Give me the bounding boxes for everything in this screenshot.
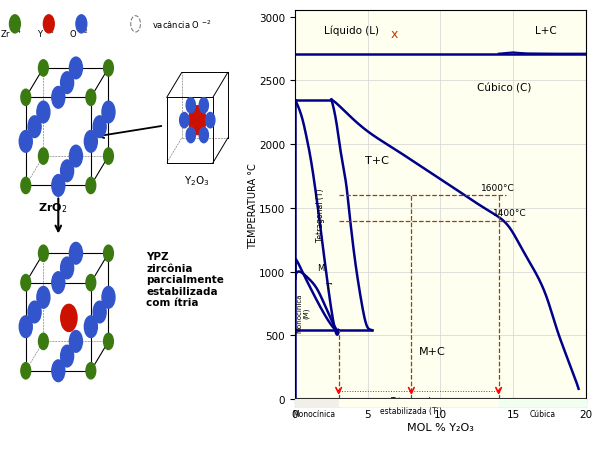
Text: Y$_2$O$_3$: Y$_2$O$_3$	[184, 174, 210, 188]
X-axis label: MOL % Y₂O₃: MOL % Y₂O₃	[407, 422, 474, 432]
Text: O $^{-2}$: O $^{-2}$	[69, 28, 88, 40]
Circle shape	[52, 272, 65, 294]
Circle shape	[37, 287, 50, 308]
Text: L+C: L+C	[535, 26, 557, 36]
Circle shape	[21, 178, 30, 194]
Text: Cúbico (C): Cúbico (C)	[477, 83, 531, 93]
Circle shape	[61, 73, 74, 94]
Circle shape	[52, 87, 65, 109]
Text: 1600°C: 1600°C	[481, 184, 515, 193]
Circle shape	[19, 131, 32, 153]
Circle shape	[61, 345, 74, 367]
Text: Monocínica: Monocínica	[293, 409, 336, 418]
Circle shape	[69, 58, 82, 79]
Circle shape	[186, 128, 195, 143]
Circle shape	[61, 161, 74, 182]
Text: M+C: M+C	[418, 347, 445, 357]
Circle shape	[28, 302, 41, 323]
Circle shape	[39, 334, 48, 350]
Text: Zr $^{+4}$: Zr $^{+4}$	[0, 28, 22, 40]
Circle shape	[86, 178, 96, 194]
Circle shape	[85, 131, 97, 153]
Circle shape	[85, 316, 97, 338]
Circle shape	[44, 16, 54, 34]
Text: T+C: T+C	[365, 156, 389, 166]
Circle shape	[199, 128, 209, 143]
Circle shape	[21, 90, 30, 106]
Circle shape	[86, 275, 96, 291]
Y-axis label: TEMPERATURA °C: TEMPERATURA °C	[248, 162, 257, 248]
Circle shape	[86, 90, 96, 106]
Circle shape	[21, 275, 30, 291]
Circle shape	[52, 175, 65, 197]
Circle shape	[199, 98, 209, 114]
Circle shape	[102, 287, 115, 308]
Circle shape	[10, 16, 20, 34]
Text: T’: T’	[325, 283, 333, 292]
Circle shape	[61, 305, 77, 331]
Text: Tetragonal
estabilizada (T’): Tetragonal estabilizada (T’)	[380, 396, 442, 415]
Circle shape	[69, 331, 82, 353]
Circle shape	[19, 316, 32, 338]
Circle shape	[39, 60, 48, 77]
Circle shape	[93, 116, 106, 138]
Text: 1400°C: 1400°C	[493, 209, 526, 218]
Circle shape	[37, 102, 50, 124]
Circle shape	[39, 245, 48, 262]
Bar	[499, 399, 586, 406]
Circle shape	[186, 98, 195, 114]
Circle shape	[69, 243, 82, 264]
Circle shape	[21, 363, 30, 379]
Circle shape	[76, 16, 87, 34]
Circle shape	[104, 245, 113, 262]
Text: Monocínica
(M): Monocínica (M)	[296, 293, 310, 332]
Bar	[339, 399, 499, 406]
Circle shape	[104, 148, 113, 165]
Text: vacância O $^{-2}$: vacância O $^{-2}$	[152, 18, 211, 31]
Text: YPZ
zircônia
parcialmente
estabilizada
com ítria: YPZ zircônia parcialmente estabilizada c…	[147, 252, 224, 308]
Circle shape	[52, 360, 65, 382]
Text: Tetragonal (T): Tetragonal (T)	[316, 188, 325, 241]
Circle shape	[188, 106, 206, 135]
Circle shape	[28, 116, 41, 138]
Circle shape	[179, 113, 189, 129]
Text: Cúbica: Cúbica	[529, 409, 555, 418]
Circle shape	[86, 363, 96, 379]
Circle shape	[39, 148, 48, 165]
Text: x: x	[390, 28, 398, 41]
Circle shape	[61, 258, 74, 279]
Text: Líquido (L): Líquido (L)	[324, 26, 379, 36]
Circle shape	[102, 102, 115, 124]
Text: M: M	[318, 264, 325, 273]
Text: ZrO$_2$: ZrO$_2$	[38, 201, 67, 215]
Bar	[295, 399, 339, 406]
Text: Y $^{+3}$: Y $^{+3}$	[37, 28, 55, 40]
Circle shape	[104, 60, 113, 77]
Circle shape	[206, 113, 215, 129]
Circle shape	[69, 146, 82, 167]
Circle shape	[104, 334, 113, 350]
Circle shape	[93, 302, 106, 323]
